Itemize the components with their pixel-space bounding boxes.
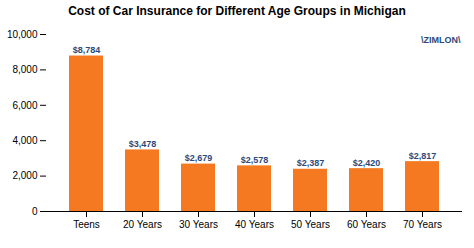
svg-text:6,000: 6,000 — [12, 100, 37, 111]
svg-text:$3,478: $3,478 — [129, 139, 157, 149]
svg-text:10,000: 10,000 — [7, 29, 38, 40]
svg-text:$2,420: $2,420 — [353, 158, 381, 168]
svg-text:$2,387: $2,387 — [297, 158, 325, 168]
svg-text:$2,817: $2,817 — [409, 151, 437, 161]
svg-text:8,000: 8,000 — [12, 64, 37, 75]
svg-text:60 Years: 60 Years — [347, 219, 386, 230]
svg-text:0: 0 — [32, 206, 38, 217]
svg-text:$2,578: $2,578 — [241, 155, 269, 165]
svg-text:$2,679: $2,679 — [185, 153, 213, 163]
svg-text:40 Years: 40 Years — [235, 219, 274, 230]
svg-text:\ZIMLON\: \ZIMLON\ — [421, 35, 461, 45]
svg-text:30 Years: 30 Years — [179, 219, 218, 230]
svg-text:Teens: Teens — [73, 219, 100, 230]
svg-text:2,000: 2,000 — [12, 170, 37, 181]
svg-text:20 Years: 20 Years — [123, 219, 162, 230]
svg-text:$8,784: $8,784 — [73, 45, 101, 55]
svg-text:50 Years: 50 Years — [291, 219, 330, 230]
svg-text:4,000: 4,000 — [12, 135, 37, 146]
html-text:Cost of Car Insurance for Diff: Cost of Car Insurance for Different Age … — [68, 4, 406, 18]
svg-text:70 Years: 70 Years — [403, 219, 442, 230]
